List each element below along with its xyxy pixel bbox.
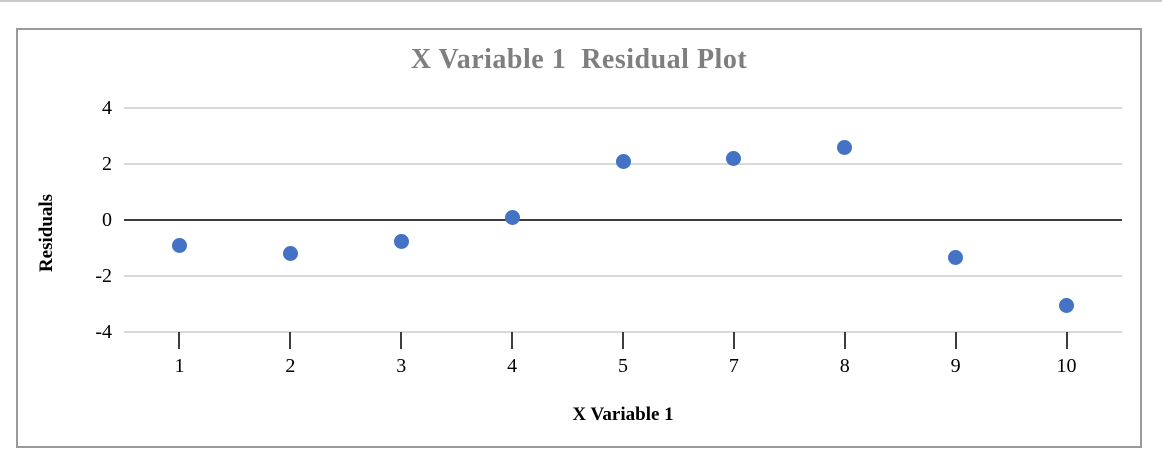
- x-tick-3: [400, 332, 403, 349]
- chart-frame[interactable]: X Variable 1 Residual Plot Residuals X V…: [16, 28, 1142, 448]
- x-tick-label-5: 5: [618, 355, 628, 377]
- zero-gridline: [124, 219, 1122, 221]
- x-tick-label-7: 7: [728, 355, 739, 377]
- y-tick-label-0: 0: [102, 209, 112, 231]
- y-axis-title: Residuals: [36, 193, 57, 273]
- x-tick-label-9: 9: [950, 355, 961, 377]
- x-tick-label-2: 2: [285, 355, 296, 377]
- gridline-y--4: [124, 331, 1122, 333]
- x-tick-9: [954, 332, 957, 349]
- data-point-x3[interactable]: [393, 233, 409, 249]
- x-tick-label-10: 10: [1056, 355, 1077, 377]
- x-tick-label-4: 4: [507, 355, 518, 377]
- y-tick-label-2: 2: [102, 153, 112, 175]
- y-tick-label--2: -2: [95, 265, 112, 287]
- data-point-x2[interactable]: [282, 246, 298, 262]
- data-point-x9[interactable]: [948, 250, 964, 266]
- data-point-x8[interactable]: [837, 139, 853, 155]
- data-point-x10[interactable]: [1059, 297, 1075, 313]
- top-divider-line: [0, 0, 1162, 2]
- x-tick-10: [1065, 332, 1068, 349]
- x-axis-title: X Variable 1: [572, 404, 674, 425]
- data-point-x7[interactable]: [726, 150, 742, 166]
- y-tick-label--4: -4: [95, 321, 112, 343]
- data-point-x1[interactable]: [171, 237, 187, 253]
- x-tick-2: [289, 332, 292, 349]
- x-tick-label-8: 8: [839, 355, 850, 377]
- data-point-x4[interactable]: [504, 209, 520, 225]
- x-tick-label-1: 1: [174, 355, 185, 377]
- data-point-x5[interactable]: [615, 153, 631, 169]
- x-tick-8: [843, 332, 846, 349]
- y-tick-label-4: 4: [102, 97, 112, 119]
- x-tick-label-3: 3: [396, 355, 407, 377]
- x-tick-4: [511, 332, 514, 349]
- x-tick-1: [178, 332, 181, 349]
- gridline-y-4: [124, 107, 1122, 109]
- gridline-y--2: [124, 275, 1122, 277]
- x-tick-7: [732, 332, 735, 349]
- chart-title: X Variable 1 Residual Plot: [410, 44, 748, 75]
- x-tick-5: [622, 332, 624, 349]
